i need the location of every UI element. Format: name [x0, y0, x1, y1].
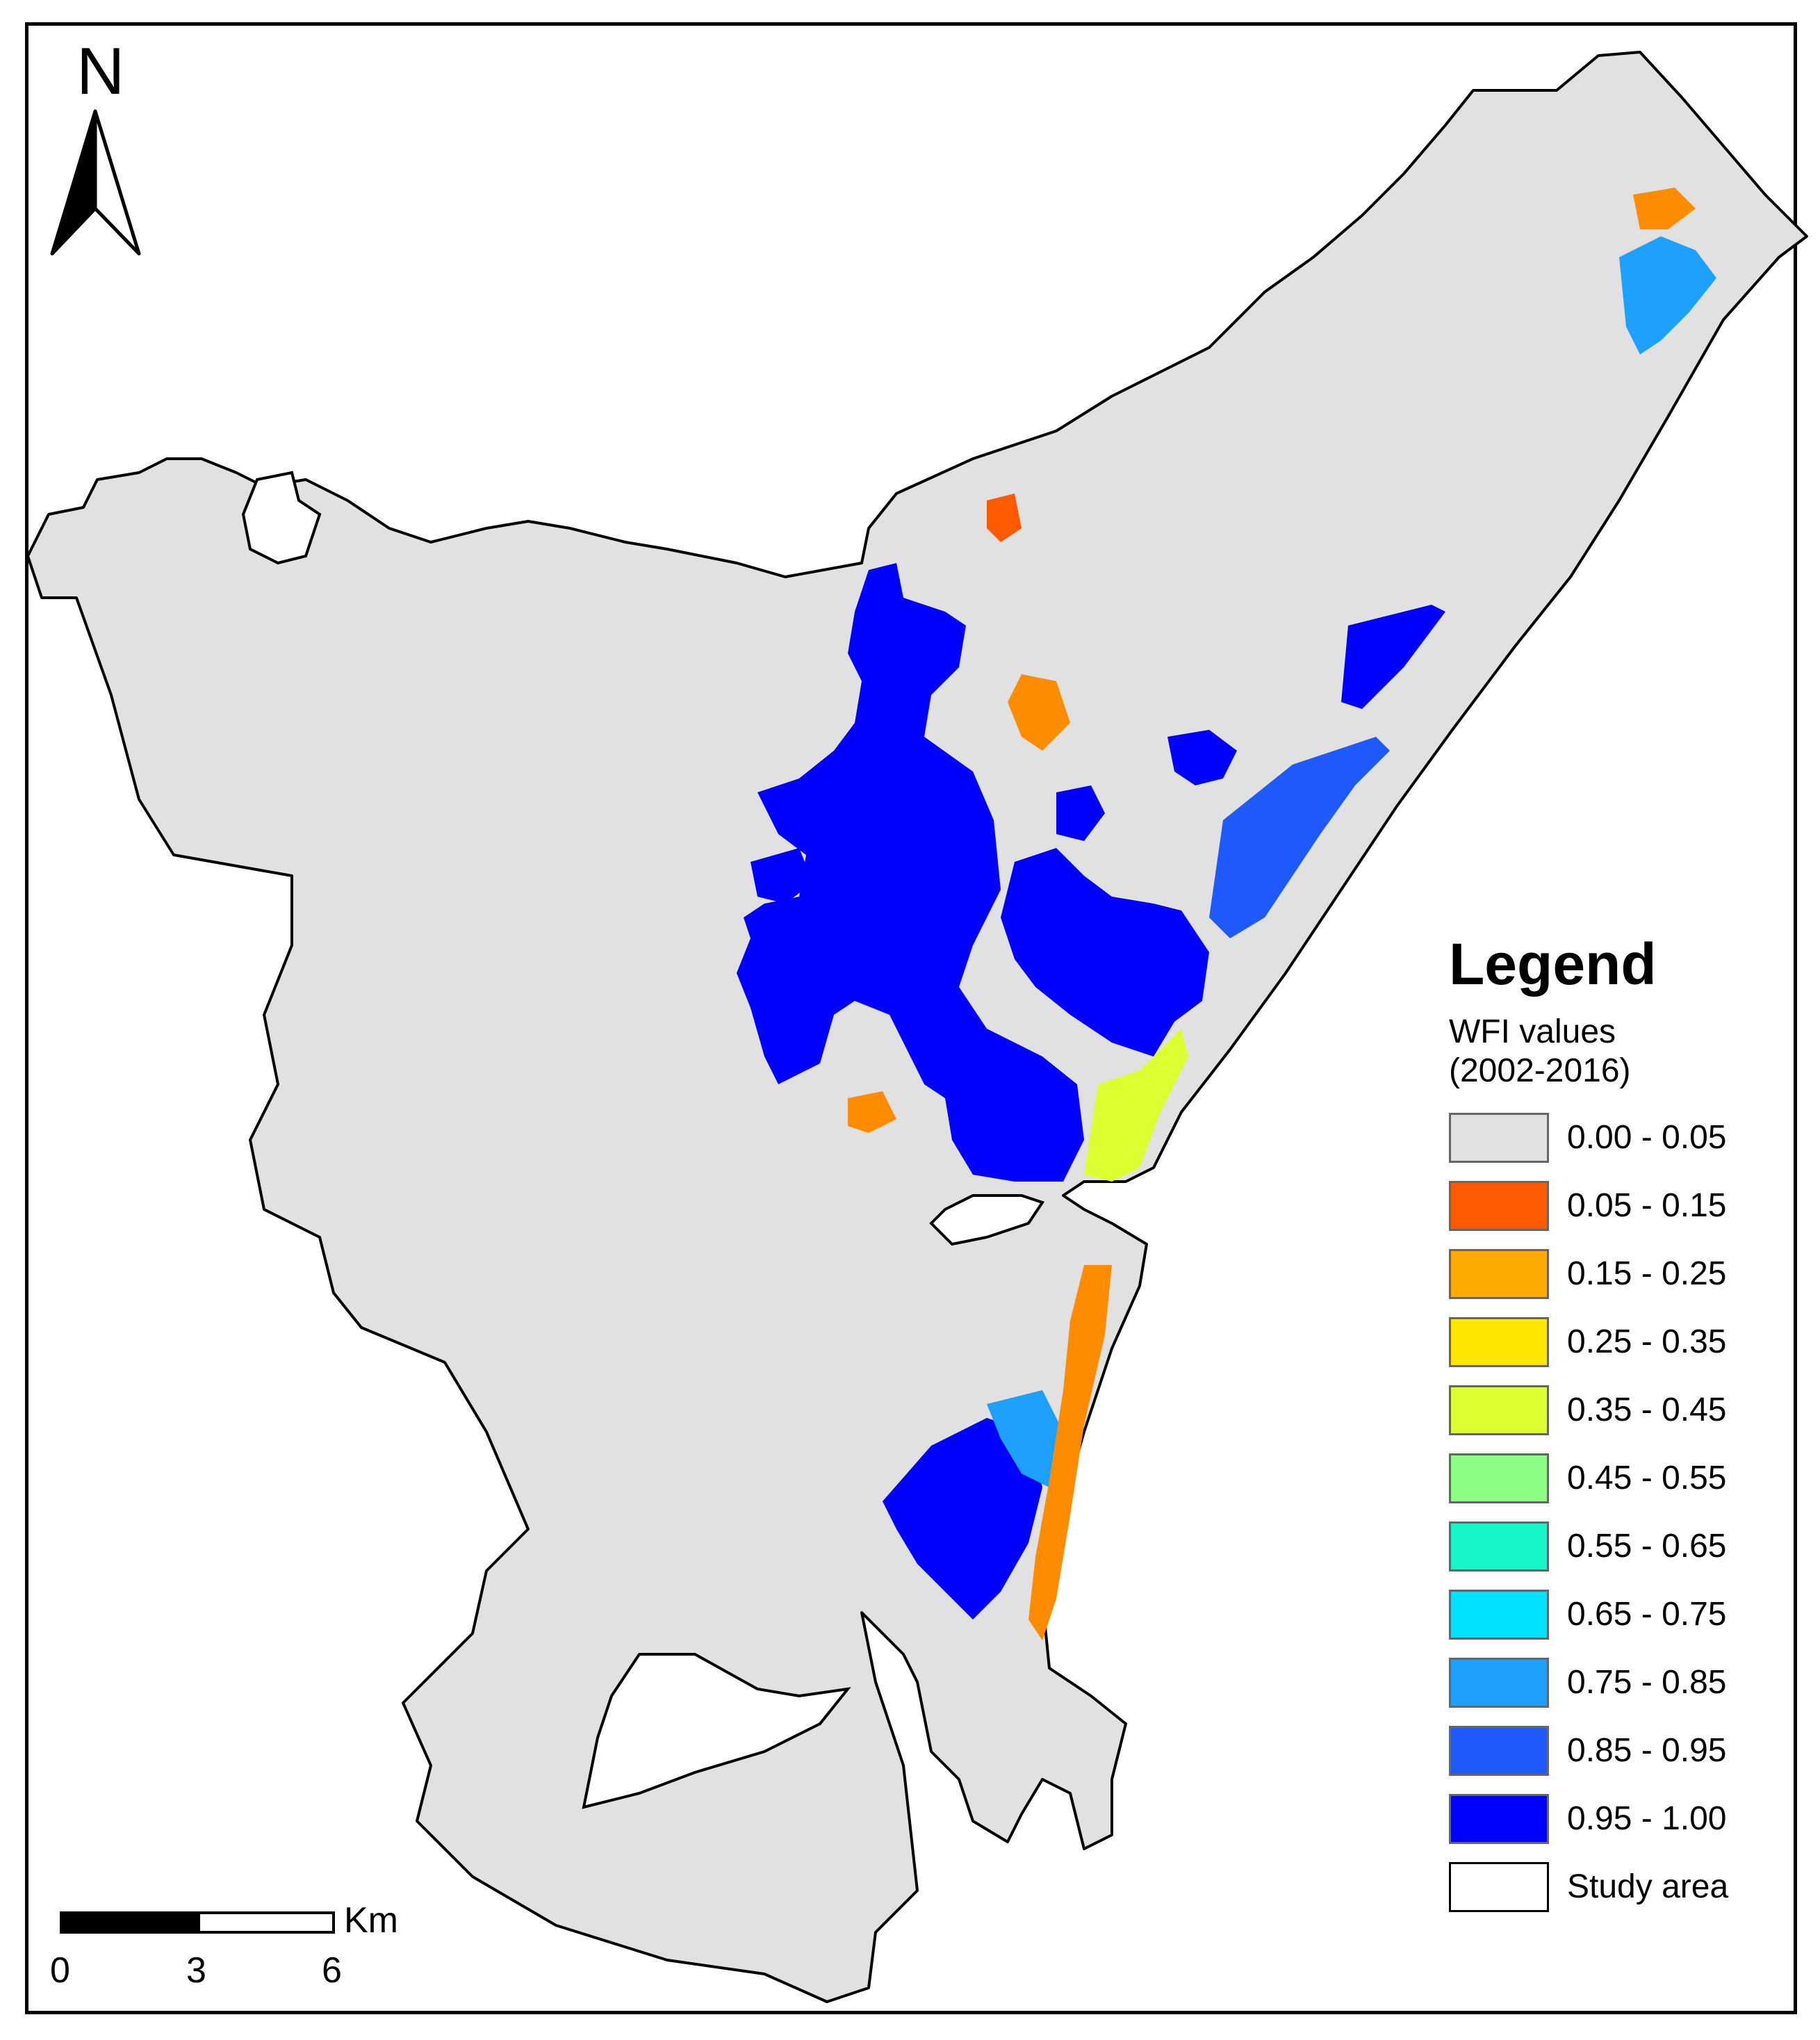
- legend-label: 0.45 - 0.55: [1567, 1460, 1727, 1496]
- legend-swatch: [1449, 1590, 1549, 1640]
- legend-label: 0.85 - 0.95: [1567, 1732, 1727, 1769]
- south-wetland-blue: [883, 1418, 1042, 1619]
- legend-label: 0.65 - 0.75: [1567, 1596, 1727, 1633]
- legend-swatch: [1449, 1385, 1549, 1435]
- legend-swatch: [1449, 1658, 1549, 1708]
- legend-item: 0.65 - 0.75: [1449, 1584, 1776, 1652]
- legend-label: Study area: [1567, 1868, 1729, 1905]
- legend-swatch: [1449, 1794, 1549, 1844]
- orange-patch-north: [987, 493, 1022, 542]
- legend-swatch: [1449, 1726, 1549, 1776]
- legend-item: 0.15 - 0.25: [1449, 1243, 1776, 1312]
- legend-label: 0.05 - 0.15: [1567, 1187, 1727, 1224]
- legend-label: 0.00 - 0.05: [1567, 1119, 1727, 1156]
- legend-subtitle-line1: WFI values: [1449, 1013, 1616, 1050]
- south-wetland-lightblue: [987, 1390, 1063, 1487]
- scale-tick-6: 6: [322, 1950, 342, 1991]
- legend-item: 0.00 - 0.05: [1449, 1107, 1776, 1175]
- legend-item: 0.35 - 0.45: [1449, 1380, 1776, 1448]
- legend-item: 0.85 - 0.95: [1449, 1720, 1776, 1788]
- legend-swatch: [1449, 1453, 1549, 1503]
- north-arrow-letter: N: [76, 34, 124, 108]
- legend-swatch: [1449, 1181, 1549, 1231]
- legend-label: 0.95 - 1.00: [1567, 1800, 1727, 1837]
- legend-label: 0.75 - 0.85: [1567, 1664, 1727, 1701]
- lagoon-east: [1001, 848, 1209, 1056]
- north-arrow-icon: [50, 109, 141, 256]
- lagoon-small-north: [1167, 730, 1237, 785]
- legend-items: 0.00 - 0.05 0.05 - 0.15 0.15 - 0.25 0.25 - …: [1449, 1107, 1776, 1925]
- orange-patch-left: [848, 1091, 896, 1133]
- legend-item: 0.05 - 0.15: [1449, 1175, 1776, 1243]
- coastal-channel-blue: [1341, 605, 1445, 709]
- scale-tick-0: 0: [50, 1950, 70, 1991]
- scale-unit: Km: [344, 1900, 398, 1941]
- legend-swatch: [1449, 1521, 1549, 1572]
- lagoon-small-pool: [1056, 785, 1105, 841]
- legend-label: 0.55 - 0.65: [1567, 1528, 1727, 1565]
- legend-swatch: [1449, 1317, 1549, 1367]
- legend-item: 0.75 - 0.85: [1449, 1652, 1776, 1720]
- legend-label: 0.35 - 0.45: [1567, 1392, 1727, 1428]
- northeast-wetland: [1619, 236, 1716, 354]
- legend-subtitle-line2: (2002-2016): [1449, 1052, 1631, 1089]
- hole-south: [582, 1653, 851, 1809]
- legend-item: 0.45 - 0.55: [1449, 1448, 1776, 1516]
- lagoon-arm-west: [751, 848, 813, 904]
- coastal-wetland-blue: [1209, 737, 1390, 938]
- legend-item: 0.95 - 1.00: [1449, 1788, 1776, 1857]
- legend-item: 0.25 - 0.35: [1449, 1312, 1776, 1380]
- orange-patches-central: [1008, 674, 1070, 751]
- hole-northwest: [241, 471, 322, 565]
- northeast-orange: [1633, 188, 1696, 229]
- legend-swatch: [1449, 1862, 1549, 1912]
- scale-bar: Km 0 3 6: [50, 1900, 398, 1991]
- legend-label: 0.15 - 0.25: [1567, 1255, 1727, 1292]
- legend-item: Study area: [1449, 1857, 1776, 1925]
- scale-tick-3: 3: [186, 1950, 206, 1991]
- legend-swatch: [1449, 1249, 1549, 1299]
- hole-center-strip: [929, 1194, 1045, 1246]
- south-coast-orange: [1028, 1265, 1112, 1640]
- lagoon-west: [737, 563, 1084, 1182]
- legend-title: Legend: [1449, 931, 1657, 997]
- legend-item: 0.55 - 0.65: [1449, 1516, 1776, 1584]
- legend-label: 0.25 - 0.35: [1567, 1323, 1727, 1360]
- legend: Legend WFI values (2002-2016) 0.00 - 0.0…: [1449, 935, 1776, 1925]
- coastal-yellow-strip: [1084, 1029, 1188, 1182]
- legend-swatch: [1449, 1113, 1549, 1163]
